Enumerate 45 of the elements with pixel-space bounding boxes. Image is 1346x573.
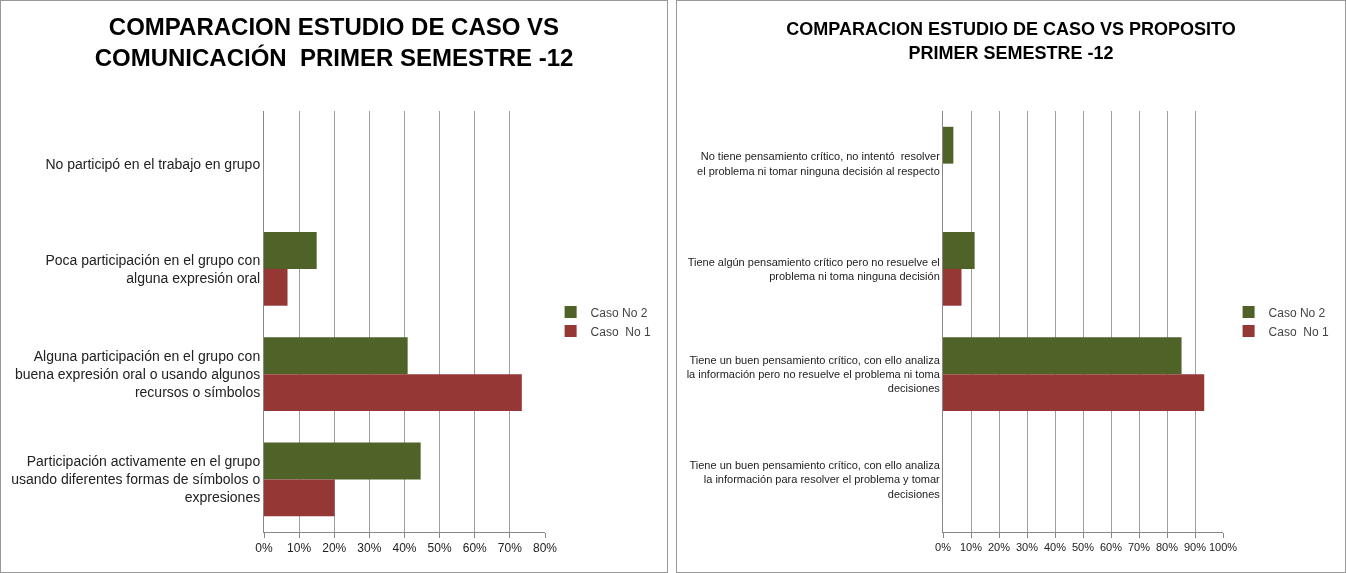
x-tick-label: 20% <box>322 541 347 556</box>
bar <box>264 268 288 306</box>
chart-title: COMPARACION ESTUDIO DE CASO VS COMUNICACIÓN PRIMER SEMESTRE -12 <box>94 13 574 72</box>
x-tick-label: 30% <box>1015 541 1039 554</box>
x-tick-label: 90% <box>1183 541 1207 554</box>
x-tick-label: 10% <box>959 541 983 554</box>
y-tick-label: No tiene pensamiento crítico, no intentó resolver el problema ni tomar ninguna decisión al respecto <box>697 150 941 177</box>
bar <box>943 374 1205 411</box>
bar <box>264 374 522 411</box>
x-tick-label: 60% <box>462 541 488 556</box>
x-tick-label: 70% <box>1127 541 1151 554</box>
x-tick-label: 100% <box>1208 541 1238 554</box>
x-tick-label: 20% <box>987 541 1011 554</box>
y-tick-label: Alguna participación en el grupo con buena expresión oral o usando algunos recursos o símbolos <box>15 347 261 401</box>
x-tick-label: 60% <box>1099 541 1123 554</box>
bar <box>264 442 421 480</box>
x-tick-label: 50% <box>427 541 452 556</box>
y-tick-label: No participó en el trabajo en grupo <box>45 155 261 172</box>
x-tick-label: 40% <box>1043 541 1067 554</box>
bar <box>943 126 954 164</box>
bar <box>264 337 408 375</box>
bar <box>943 268 962 306</box>
y-tick-label: Poca participación en el grupo con alguna expresión oral <box>45 251 261 286</box>
x-tick-label: 50% <box>1071 541 1095 554</box>
chart-title: COMPARACION ESTUDIO DE CASO VS PROPOSITO PRIMER SEMESTRE -12 <box>786 19 1236 63</box>
y-tick-label: Participación activamente en el grupo usando diferentes formas de símbolos o expresiones <box>11 453 261 506</box>
legend-label: Caso No 1 <box>1268 324 1329 339</box>
x-tick-label: 0% <box>255 541 273 556</box>
bar <box>943 337 1182 375</box>
x-tick-label: 30% <box>357 541 382 556</box>
y-tick-label: Tiene un buen pensamiento crítico, con ello analiza la información pero no resuelve el problema ni toma decisiones <box>686 353 941 395</box>
y-tick-label: Tiene un buen pensamiento crítico, con ello analiza la información para resolver el problema y tomar decisiones <box>689 458 941 500</box>
x-tick-label: 0% <box>935 541 952 554</box>
bar <box>943 232 975 269</box>
y-tick-label: Tiene algún pensamiento crítico pero no resuelve el problema ni toma ninguna decisión <box>687 255 940 282</box>
x-tick-label: 40% <box>392 541 417 556</box>
x-tick-label: 80% <box>1155 541 1179 554</box>
x-tick-label: 10% <box>287 541 312 556</box>
legend-label: Caso No 1 <box>590 324 651 339</box>
legend-label: Caso No 2 <box>1268 305 1326 320</box>
bar <box>264 479 335 517</box>
bar <box>264 232 317 269</box>
legend-label: Caso No 2 <box>590 305 648 320</box>
x-tick-label: 70% <box>497 541 523 556</box>
x-tick-label: 80% <box>532 541 558 556</box>
